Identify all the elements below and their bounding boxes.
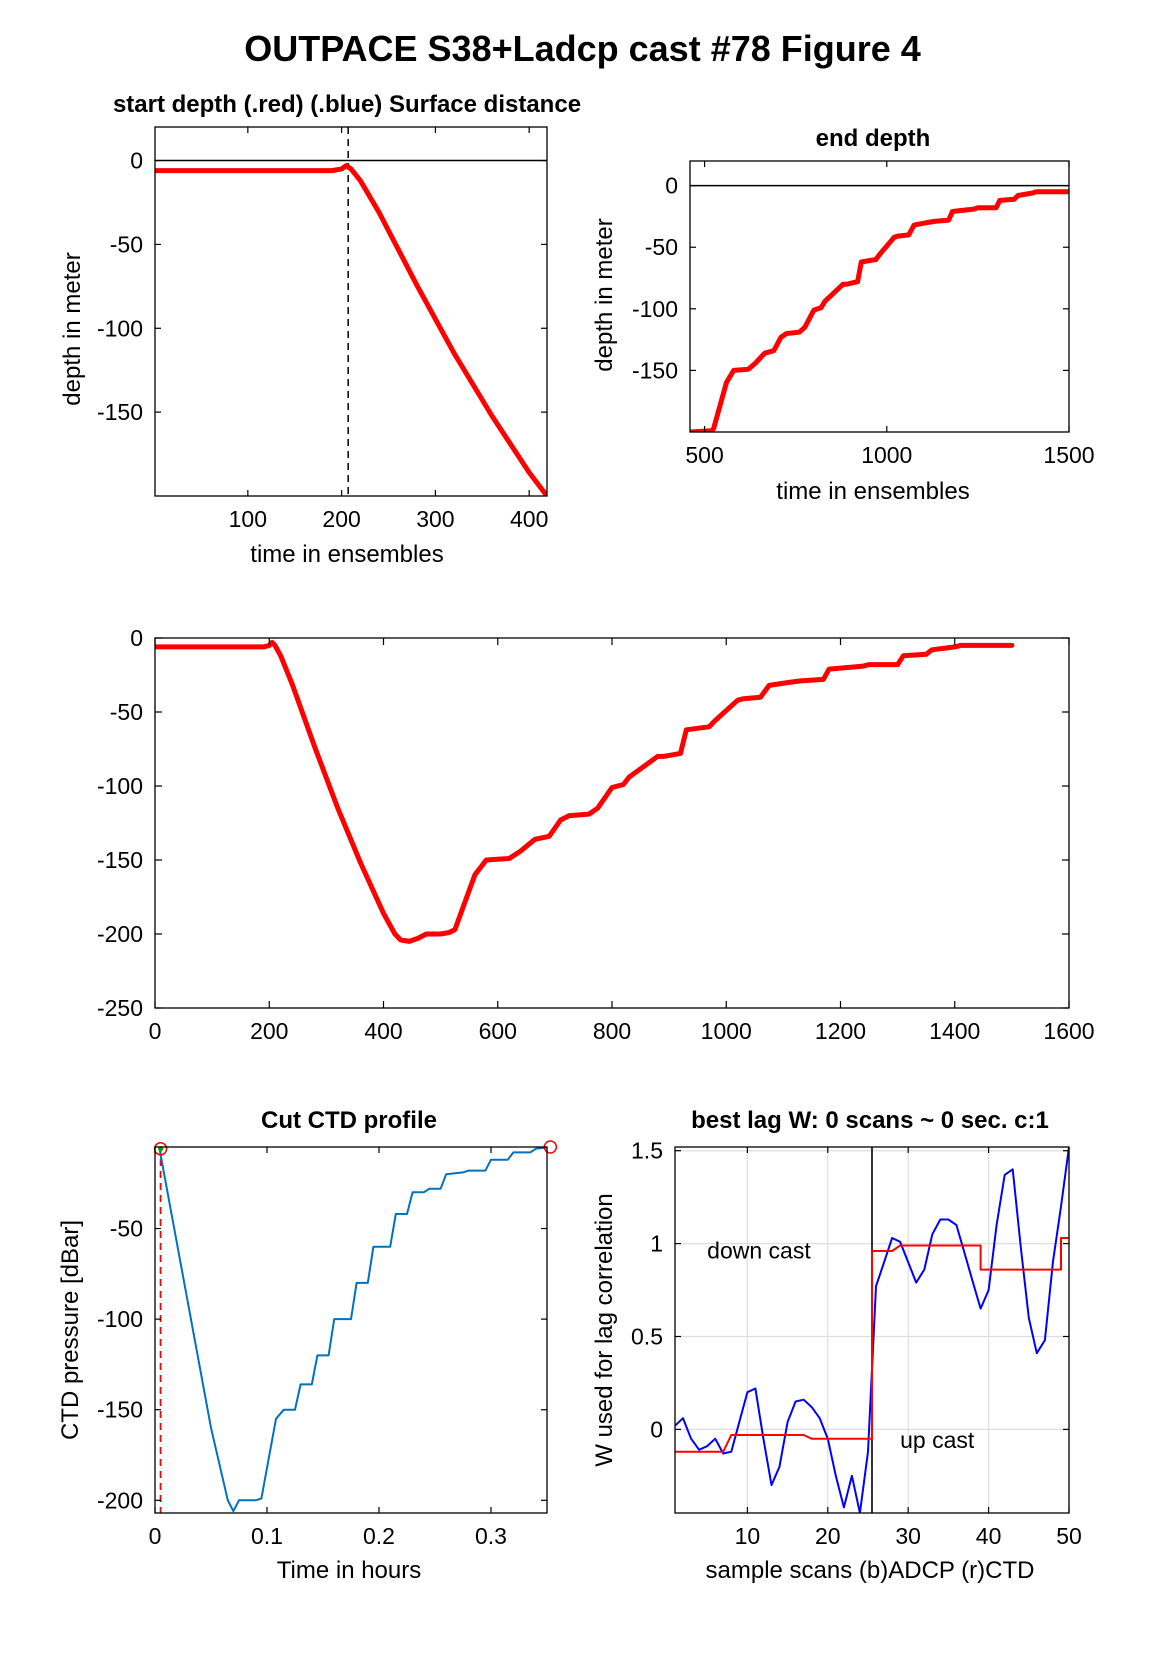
end-y-tick-label: -100 <box>632 296 678 322</box>
full-x-tick-label: 0 <box>149 1018 162 1044</box>
start-x-axis-label: time in ensembles <box>250 541 443 568</box>
end-x-tick-label: 500 <box>685 442 723 468</box>
full-x-tick-label: 600 <box>479 1018 517 1044</box>
lag-x-tick-label: 30 <box>895 1523 921 1549</box>
end-plot-area: 500 1000 1500 0 -50 -100 -150 <box>632 160 1095 468</box>
end-title: end depth <box>816 125 931 152</box>
full-y-tick-label: -100 <box>97 773 143 799</box>
start-x-tick-label: 400 <box>510 506 548 532</box>
lag-annotation: down cast <box>707 1237 811 1263</box>
lag-y-tick-label: 0 <box>650 1416 663 1442</box>
full-y-tick-label: -250 <box>97 995 143 1021</box>
ctd-series-layer <box>158 1147 547 1513</box>
start-title: start depth (.red) (.blue) Surface dista… <box>113 91 581 118</box>
start-x-tick-label: 300 <box>416 506 454 532</box>
full-y-tick-label: 0 <box>130 625 143 651</box>
panel-start-depth: start depth (.red) (.blue) Surface dista… <box>59 91 581 568</box>
end-y-tick-label: 0 <box>665 173 678 199</box>
start-x-tick-label: 100 <box>229 506 267 532</box>
full-plot-area: 0 200 400 600 800 1000 1200 1400 1600 0 -50 -100 -15… <box>97 625 1095 1044</box>
start-series-red-line <box>155 163 547 496</box>
full-x-tick-label: 1200 <box>815 1018 866 1044</box>
lag-title: best lag W: 0 scans ~ 0 sec. c:1 <box>691 1107 1049 1134</box>
ctd-x-tick-label: 0.3 <box>475 1523 507 1549</box>
end-x-tick-label: 1500 <box>1043 442 1094 468</box>
start-y-tick-label: -100 <box>97 315 143 341</box>
panel-end-depth: end depth time in ensembles depth in met… <box>591 125 1095 505</box>
start-plot-area: 100 200 300 400 0 -50 -100 -150 <box>97 126 548 532</box>
lag-y-tick-label: 1.5 <box>631 1138 663 1164</box>
start-series-layer <box>155 127 547 496</box>
lag-x-tick-label: 20 <box>815 1523 841 1549</box>
lag-y-axis-label: W used for lag correlation <box>591 1193 618 1466</box>
ctd-y-tick-label: -150 <box>97 1397 143 1423</box>
full-x-tick-label: 200 <box>250 1018 288 1044</box>
lag-x-tick-label: 50 <box>1056 1523 1082 1549</box>
lag-y-tick-label: 1 <box>650 1231 663 1257</box>
ctd-y-axis-label: CTD pressure [dBar] <box>57 1220 84 1440</box>
full-x-tick-label: 1600 <box>1043 1018 1094 1044</box>
end-y-tick-label: -50 <box>645 234 678 260</box>
start-y-tick-label: -150 <box>97 399 143 425</box>
full-x-tick-label: 400 <box>364 1018 402 1044</box>
ctd-x-tick-label: 0.1 <box>251 1523 283 1549</box>
full-y-tick-label: -200 <box>97 921 143 947</box>
lag-series-layer <box>675 1147 1069 1513</box>
start-y-tick-label: 0 <box>130 148 143 174</box>
start-y-axis-label: depth in meter <box>59 252 86 405</box>
end-x-axis-label: time in ensembles <box>776 478 969 505</box>
ctd-y-tick-label: -200 <box>97 1487 143 1513</box>
end-axes-box <box>689 160 1070 433</box>
panel-cut-ctd-profile: Cut CTD profile Time in hours CTD pressu… <box>57 1107 558 1584</box>
ctd-y-tick-label: -50 <box>110 1216 143 1242</box>
lag-plot-area: down cast up cast 10 20 30 40 50 1.5 1 0.5 0 <box>631 1138 1082 1549</box>
ctd-y-tick-label: -100 <box>97 1306 143 1332</box>
end-x-tick-label: 1000 <box>861 442 912 468</box>
end-y-tick-label: -150 <box>632 357 678 383</box>
end-series-red-line <box>690 189 1069 432</box>
end-series-layer <box>690 184 1069 432</box>
full-y-tick-label: -150 <box>97 847 143 873</box>
full-x-tick-label: 800 <box>593 1018 631 1044</box>
full-axes-box <box>154 637 1070 1009</box>
lag-x-tick-label: 10 <box>735 1523 761 1549</box>
ctd-axes-box <box>154 1146 548 1514</box>
ctd-x-axis-label: Time in hours <box>277 1557 422 1584</box>
full-x-tick-label: 1400 <box>929 1018 980 1044</box>
start-x-tick-label: 200 <box>322 506 360 532</box>
start-axes-box <box>154 126 548 497</box>
lag-y-tick-label: 0.5 <box>631 1324 663 1350</box>
lag-axes-box <box>674 1146 1070 1514</box>
ctd-x-tick-label: 0 <box>149 1523 162 1549</box>
full-series-red-line <box>155 639 1015 944</box>
ctd-series-ctd-line <box>158 1147 547 1513</box>
full-series-layer <box>155 639 1015 944</box>
lag-series-red-line <box>675 1237 1069 1453</box>
full-x-tick-label: 1000 <box>701 1018 752 1044</box>
start-y-tick-label: -50 <box>110 231 143 257</box>
figure-title: OUTPACE S38+Ladcp cast #78 Figure 4 <box>244 28 921 69</box>
lag-x-tick-label: 40 <box>976 1523 1002 1549</box>
ctd-x-tick-label: 0.2 <box>363 1523 395 1549</box>
full-y-tick-label: -50 <box>110 699 143 725</box>
end-y-axis-label: depth in meter <box>591 218 618 371</box>
lag-x-axis-label: sample scans (b)ADCP (r)CTD <box>706 1557 1035 1584</box>
panel-full-profile: 0 200 400 600 800 1000 1200 1400 1600 0 -50 -100 -15… <box>97 625 1095 1044</box>
ctd-plot-area: 0 0.1 0.2 0.3 -50 -100 -150 -200 <box>97 1140 558 1549</box>
panel-best-lag: best lag W: 0 scans ~ 0 sec. c:1 sample … <box>591 1107 1082 1584</box>
ctd-title: Cut CTD profile <box>261 1107 437 1134</box>
lag-annotation: up cast <box>900 1427 975 1453</box>
